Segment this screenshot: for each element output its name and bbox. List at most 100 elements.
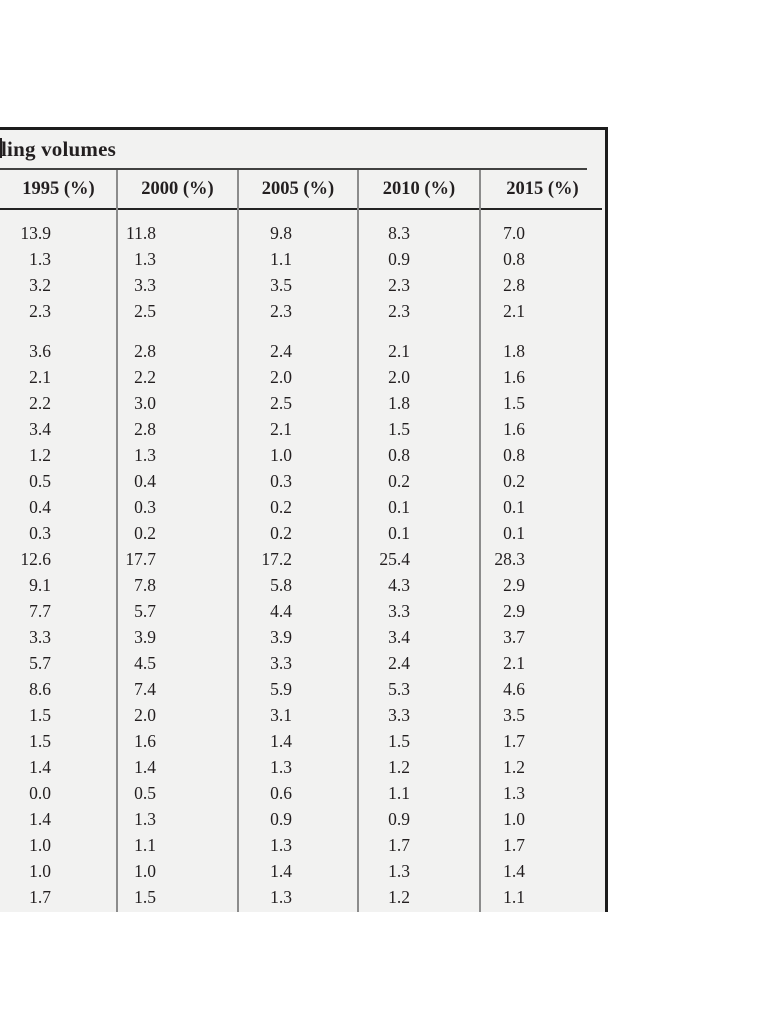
table-cell: 0.2	[503, 471, 525, 491]
table-cell: 2.9	[503, 575, 525, 595]
table-cell: 0.2	[270, 497, 292, 517]
table-cell: 3.2	[29, 275, 51, 295]
table-cell: 1.5	[134, 887, 156, 907]
table-title: ling volumes	[1, 136, 116, 161]
table-cell: 1.2	[503, 757, 525, 777]
table-cell: 25.4	[379, 549, 410, 569]
volumes-table: ling volumes 1995 (%) 2000 (%) 2005 (%) …	[0, 127, 608, 912]
table-cell: 1.4	[503, 861, 525, 881]
table-row: 2.2 3.0 2.5 1.8 1.5	[0, 390, 605, 416]
table-cell: 9.8	[270, 223, 292, 243]
column-divider	[116, 170, 118, 912]
table-cell: 2.5	[270, 393, 292, 413]
table-cell: 2.2	[29, 393, 51, 413]
table-cell: 1.4	[134, 757, 156, 777]
table-cell: 1.0	[29, 861, 51, 881]
table-cell: 1.6	[134, 731, 156, 751]
column-divider	[357, 170, 359, 912]
table-cell: 3.3	[388, 705, 410, 725]
table-row: 1.4 1.4 1.3 1.2 1.2	[0, 754, 605, 780]
table-header-row: 1995 (%) 2000 (%) 2005 (%) 2010 (%) 2015…	[0, 170, 605, 208]
table-cell: 4.3	[388, 575, 410, 595]
table-cell: 3.3	[270, 653, 292, 673]
table-cell: 1.5	[29, 731, 51, 751]
table-cell: 1.6	[503, 419, 525, 439]
table-cell: 1.3	[270, 757, 292, 777]
column-header-2010: 2010 (%)	[382, 178, 456, 199]
table-cell: 1.6	[503, 367, 525, 387]
header-divider	[0, 208, 602, 210]
column-divider	[479, 170, 481, 912]
table-cell: 5.7	[29, 653, 51, 673]
table-cell: 1.4	[29, 809, 51, 829]
table-row: 0.0 0.5 0.6 1.1 1.3	[0, 780, 605, 806]
table-cell: 1.3	[503, 783, 525, 803]
table-cell: 1.1	[134, 835, 156, 855]
table-cell: 2.9	[503, 601, 525, 621]
table-cell: 2.0	[134, 705, 156, 725]
table-cell: 0.2	[270, 523, 292, 543]
table-cell: 1.1	[270, 249, 292, 269]
table-row: 1.5 2.0 3.1 3.3 3.5	[0, 702, 605, 728]
table-cell: 0.3	[270, 471, 292, 491]
table-cell: 1.7	[503, 731, 525, 751]
table-cell: 0.1	[503, 523, 525, 543]
table-cell: 3.1	[270, 705, 292, 725]
table-cell: 1.4	[270, 861, 292, 881]
table-cell: 3.9	[270, 627, 292, 647]
table-cell: 1.0	[503, 809, 525, 829]
table-cell: 7.4	[134, 679, 156, 699]
table-cell: 0.8	[503, 445, 525, 465]
table-row: 1.7 1.5 1.3 1.2 1.1	[0, 884, 605, 910]
table-cell: 1.0	[29, 835, 51, 855]
table-cell: 5.7	[134, 601, 156, 621]
table-cell: 8.3	[388, 223, 410, 243]
table-cell: 0.0	[29, 783, 51, 803]
table-cell: 3.3	[29, 627, 51, 647]
table-cell: 7.8	[134, 575, 156, 595]
table-cell: 3.4	[29, 419, 51, 439]
table-cell: 0.6	[270, 783, 292, 803]
table-cell: 2.4	[388, 653, 410, 673]
table-cell: 1.3	[388, 861, 410, 881]
table-cell: 3.3	[388, 601, 410, 621]
table-cell: 3.7	[503, 627, 525, 647]
table-cell: 3.5	[503, 705, 525, 725]
table-cell: 3.6	[29, 341, 51, 361]
table-row: 1.4 1.3 0.9 0.9 1.0	[0, 806, 605, 832]
table-cell: 8.6	[29, 679, 51, 699]
table-cell: 28.3	[494, 549, 525, 569]
table-cell: 0.9	[270, 809, 292, 829]
table-cell: 11.8	[126, 223, 156, 243]
table-cell: 1.7	[503, 835, 525, 855]
table-cell: 2.1	[29, 367, 51, 387]
table-cell: 1.5	[503, 393, 525, 413]
table-row: 9.1 7.8 5.8 4.3 2.9	[0, 572, 605, 598]
table-cell: 1.3	[29, 249, 51, 269]
table-cell: 1.2	[388, 757, 410, 777]
table-row: 7.7 5.7 4.4 3.3 2.9	[0, 598, 605, 624]
table-row: 1.3 1.3 1.1 0.9 0.8	[0, 246, 605, 272]
table-row: 2.1 2.2 2.0 2.0 1.6	[0, 364, 605, 390]
table-cell: 0.1	[388, 523, 410, 543]
table-cell: 2.3	[270, 301, 292, 321]
table-title-row: ling volumes	[0, 130, 605, 168]
table-cell: 4.4	[270, 601, 292, 621]
table-row: 3.6 2.8 2.4 2.1 1.8	[0, 338, 605, 364]
table-cell: 1.2	[388, 887, 410, 907]
table-cell: 0.4	[134, 471, 156, 491]
table-cell: 0.1	[388, 497, 410, 517]
table-cell: 0.3	[29, 523, 51, 543]
table-cell: 1.3	[134, 809, 156, 829]
table-cell: 0.2	[134, 523, 156, 543]
table-cell: 17.7	[125, 549, 156, 569]
table-cell: 2.5	[134, 301, 156, 321]
table-row: 1.0 1.0 1.4 1.3 1.4	[0, 858, 605, 884]
column-header-2000: 2000 (%)	[141, 178, 214, 199]
table-cell: 1.7	[388, 835, 410, 855]
table-cell: 2.3	[29, 301, 51, 321]
table-cell: 0.5	[134, 783, 156, 803]
table-cell: 4.6	[503, 679, 525, 699]
table-cell: 1.4	[29, 757, 51, 777]
